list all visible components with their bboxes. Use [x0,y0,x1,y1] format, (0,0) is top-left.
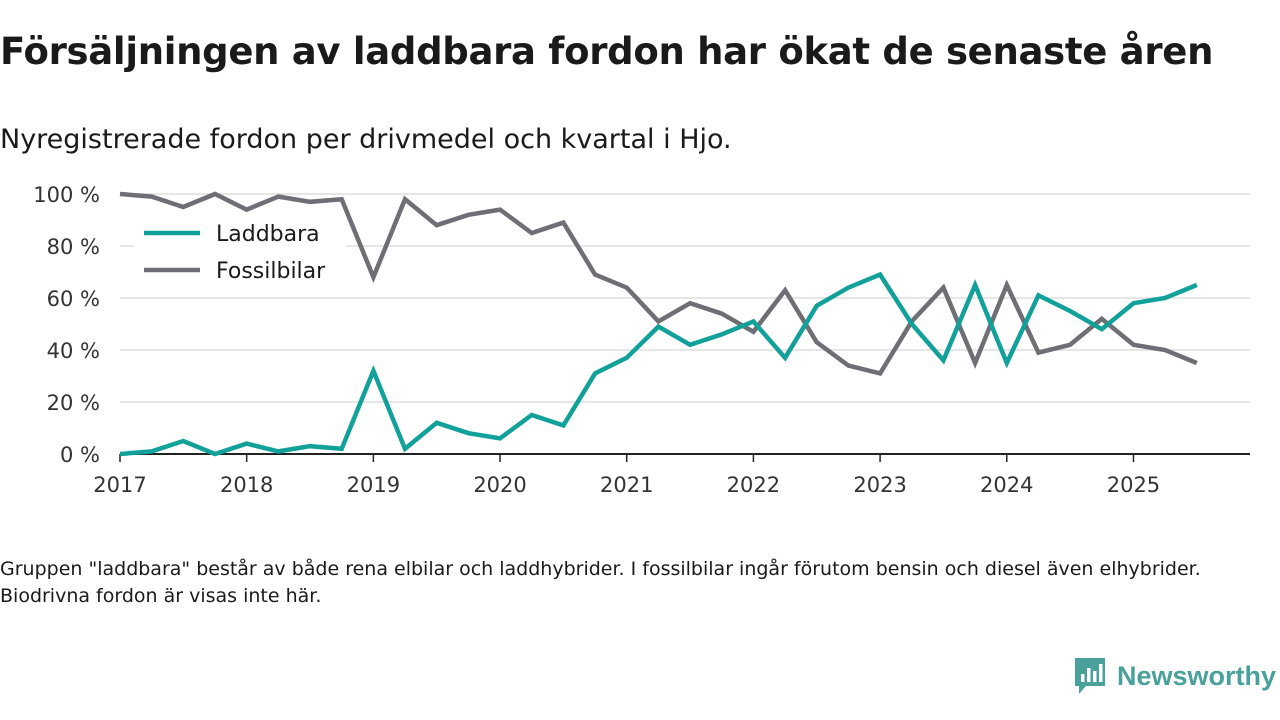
x-tick-label: 2021 [600,473,653,497]
y-axis-ticks: 0 % 20 % 40 % 60 % 80 % 100 % [33,183,100,467]
series-lines [119,191,1198,457]
footnote: Gruppen "laddbara" består av både rena e… [0,558,1201,607]
chart-title: Försäljningen av laddbara fordon har öka… [0,30,1214,73]
x-tick-label: 2024 [980,473,1033,497]
x-tick-label: 2025 [1107,473,1160,497]
x-tick-label: 2022 [727,473,780,497]
chart-subtitle: Nyregistrerade fordon per drivmedel och … [0,124,732,155]
y-tick-label: 60 % [47,287,100,311]
y-tick-label: 20 % [47,391,100,415]
x-axis-ticks: 2017 2018 2019 2020 2021 2022 2023 2024 2025 [93,454,1160,497]
legend-label-fossilbilar: Fossilbilar [216,259,326,284]
y-tick-label: 40 % [47,339,100,363]
series-line-laddbara [119,271,1198,457]
legend: Laddbara Fossilbilar [134,220,346,287]
legend-label-laddbara: Laddbara [216,222,320,247]
y-tick-label: 100 % [33,183,100,207]
y-tick-label: 80 % [47,235,100,259]
brand-logo: Newsworthy [1073,654,1276,698]
y-tick-label: 0 % [60,443,100,467]
x-tick-label: 2020 [473,473,526,497]
brand-name: Newsworthy [1116,660,1276,691]
newsworthy-logo-icon [1074,658,1105,694]
x-tick-label: 2018 [220,473,273,497]
line-chart: 0 % 20 % 40 % 60 % 80 % 100 % 2017 2018 2019 202… [33,183,1250,497]
x-tick-label: 2019 [347,473,400,497]
x-tick-label: 2023 [853,473,906,497]
x-tick-label: 2017 [93,473,146,497]
series-line-fossilbilar [119,191,1198,376]
